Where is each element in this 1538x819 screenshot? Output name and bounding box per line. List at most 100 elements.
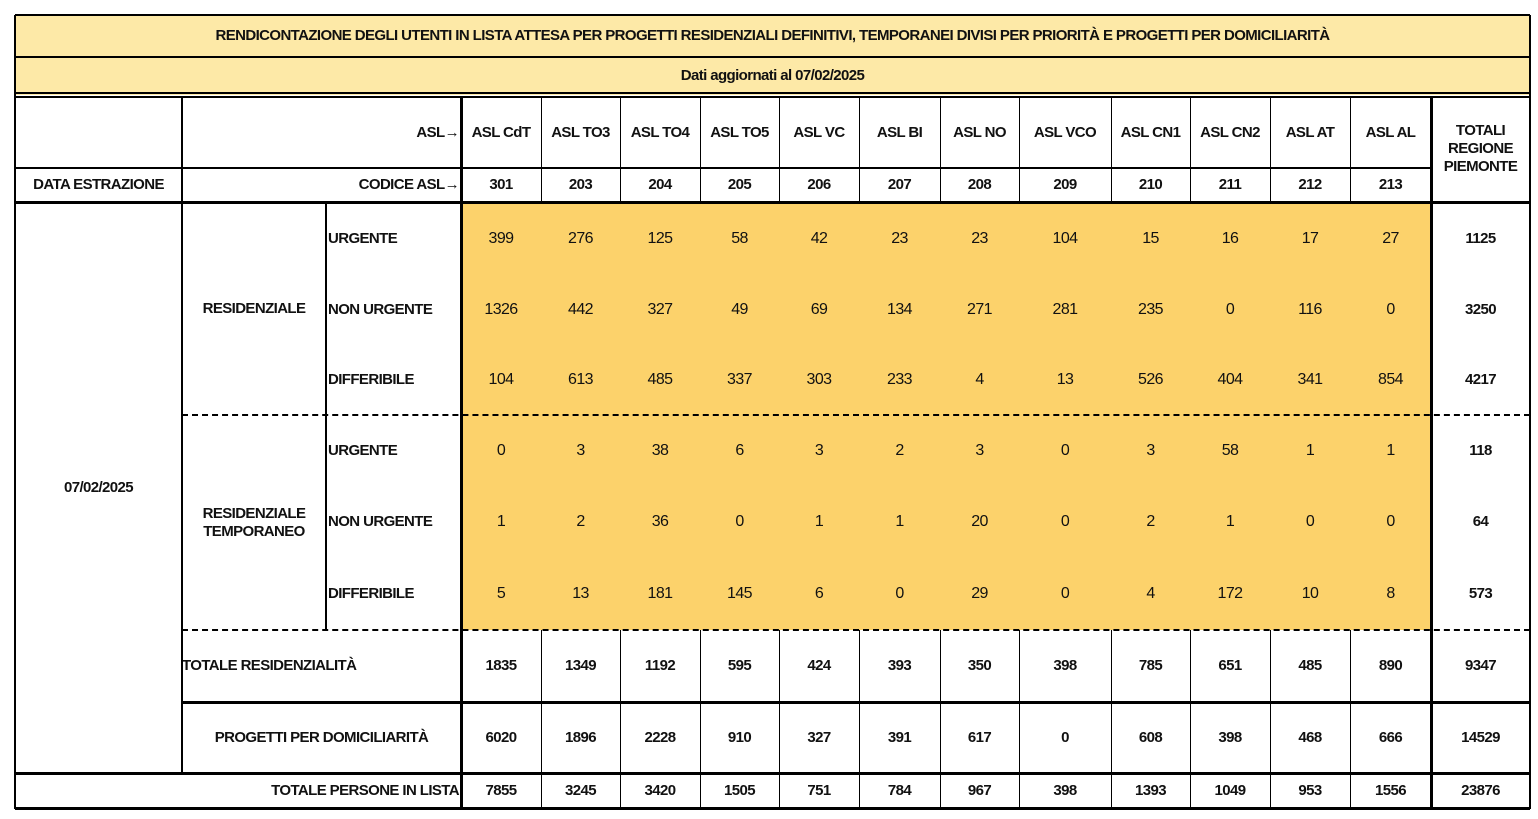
v-line bbox=[939, 630, 941, 808]
v-line bbox=[619, 630, 621, 808]
asl-code: 206 bbox=[807, 175, 831, 193]
total-cell: 573 bbox=[1468, 584, 1493, 602]
value-cell: 485 bbox=[647, 371, 674, 389]
summary-cell: 350 bbox=[967, 657, 992, 674]
value-cell: 29 bbox=[971, 584, 988, 602]
summary-cell: 398 bbox=[1218, 728, 1242, 746]
value-cell: 13 bbox=[572, 584, 589, 602]
summary-cell: 1049 bbox=[1214, 781, 1247, 799]
asl-label: ASL→ bbox=[416, 123, 459, 141]
v-line bbox=[1018, 97, 1020, 201]
summary-cell: 398 bbox=[1053, 781, 1077, 799]
value-cell: 337 bbox=[727, 371, 753, 389]
value-cell: 49 bbox=[731, 301, 748, 319]
v-line bbox=[778, 630, 780, 808]
value-cell: 42 bbox=[810, 230, 828, 248]
summary-cell: 751 bbox=[807, 781, 831, 799]
value-cell: 104 bbox=[488, 371, 515, 389]
value-cell: 16 bbox=[1221, 230, 1239, 248]
summary-cell: 910 bbox=[727, 728, 752, 746]
asl-code: 210 bbox=[1138, 175, 1163, 193]
value-cell: 0 bbox=[1386, 301, 1395, 319]
priority-label: URGENTE bbox=[328, 230, 398, 247]
asl-code: 301 bbox=[489, 175, 513, 193]
data-area bbox=[461, 203, 1431, 630]
summary-cell: 617 bbox=[967, 728, 992, 746]
summary-cell: 424 bbox=[807, 657, 831, 674]
v-line bbox=[14, 15, 16, 809]
h-line bbox=[15, 200, 1530, 204]
v-line bbox=[1018, 630, 1020, 808]
v-line bbox=[1529, 15, 1531, 809]
value-cell: 1 bbox=[496, 513, 506, 531]
summary-cell: 468 bbox=[1298, 728, 1322, 746]
value-cell: 4 bbox=[1146, 584, 1155, 602]
v-line bbox=[1269, 630, 1271, 808]
asl-name: ASL AL bbox=[1365, 123, 1416, 141]
v-line bbox=[325, 203, 327, 630]
asl-code: 211 bbox=[1218, 175, 1242, 193]
value-cell: 3 bbox=[1146, 442, 1155, 460]
value-cell: 0 bbox=[1305, 513, 1315, 531]
v-line bbox=[858, 630, 860, 808]
value-cell: 134 bbox=[887, 301, 913, 319]
asl-name: ASL TO5 bbox=[710, 123, 769, 141]
dashed-line bbox=[182, 629, 1530, 631]
summary-cell: 890 bbox=[1378, 657, 1403, 674]
summary-cell: 953 bbox=[1298, 781, 1322, 799]
value-cell: 27 bbox=[1382, 230, 1399, 248]
v-line bbox=[1349, 97, 1351, 201]
value-cell: 69 bbox=[810, 301, 828, 319]
date-label: DATA ESTRAZIONE bbox=[33, 175, 164, 193]
priority-label: NON URGENTE bbox=[328, 301, 433, 318]
title-band bbox=[15, 15, 1530, 95]
summary-cell: 3245 bbox=[565, 781, 597, 799]
value-cell: 58 bbox=[1221, 442, 1239, 460]
asl-name: ASL NO bbox=[953, 123, 1006, 141]
v-line bbox=[181, 97, 183, 774]
value-cell: 8 bbox=[1386, 584, 1395, 602]
value-cell: 20 bbox=[971, 513, 988, 531]
v-line bbox=[1189, 97, 1191, 201]
value-cell: 116 bbox=[1298, 301, 1322, 319]
asl-name: ASL AT bbox=[1285, 123, 1335, 141]
summary-cell: 2228 bbox=[644, 728, 677, 746]
value-cell: 0 bbox=[1225, 301, 1235, 319]
extraction-date: 07/02/2025 bbox=[63, 479, 134, 496]
value-cell: 1 bbox=[895, 513, 904, 531]
summary-total: 9347 bbox=[1465, 657, 1497, 674]
asl-name: ASL VC bbox=[793, 123, 845, 141]
asl-name: ASL TO4 bbox=[630, 123, 690, 141]
group-label: RESIDENZIALE TEMPORANEO bbox=[202, 504, 306, 540]
v-line bbox=[699, 630, 701, 808]
priority-label: DIFFERIBILE bbox=[328, 371, 415, 388]
summary-cell: 651 bbox=[1218, 657, 1242, 674]
value-cell: 38 bbox=[651, 442, 669, 460]
asl-code: 209 bbox=[1053, 175, 1077, 193]
summary-label: TOTALE RESIDENZIALITÀ bbox=[182, 657, 357, 674]
v-line bbox=[619, 97, 621, 201]
summary-cell: 391 bbox=[887, 728, 912, 746]
value-cell: 271 bbox=[967, 301, 993, 319]
value-cell: 10 bbox=[1301, 584, 1319, 602]
value-cell: 181 bbox=[647, 584, 674, 602]
value-cell: 36 bbox=[651, 513, 669, 531]
h-line bbox=[15, 167, 1431, 169]
value-cell: 1 bbox=[814, 513, 824, 531]
summary-cell: 967 bbox=[967, 781, 992, 799]
summary-total: 23876 bbox=[1461, 781, 1500, 799]
value-cell: 3 bbox=[814, 442, 824, 460]
title: RENDICONTAZIONE DEGLI UTENTI IN LISTA AT… bbox=[215, 27, 1330, 44]
summary-label: PROGETTI PER DOMICILIARITÀ bbox=[214, 728, 429, 746]
summary-cell: 3420 bbox=[644, 781, 677, 799]
value-cell: 327 bbox=[647, 301, 674, 319]
asl-code: 212 bbox=[1298, 175, 1322, 193]
summary-cell: 1393 bbox=[1135, 781, 1167, 799]
dashed-line bbox=[182, 414, 1530, 416]
summary-cell: 784 bbox=[887, 781, 912, 799]
v-line bbox=[858, 97, 860, 201]
value-cell: 23 bbox=[971, 230, 988, 248]
v-line bbox=[1110, 630, 1112, 808]
summary-cell: 0 bbox=[1061, 728, 1069, 746]
